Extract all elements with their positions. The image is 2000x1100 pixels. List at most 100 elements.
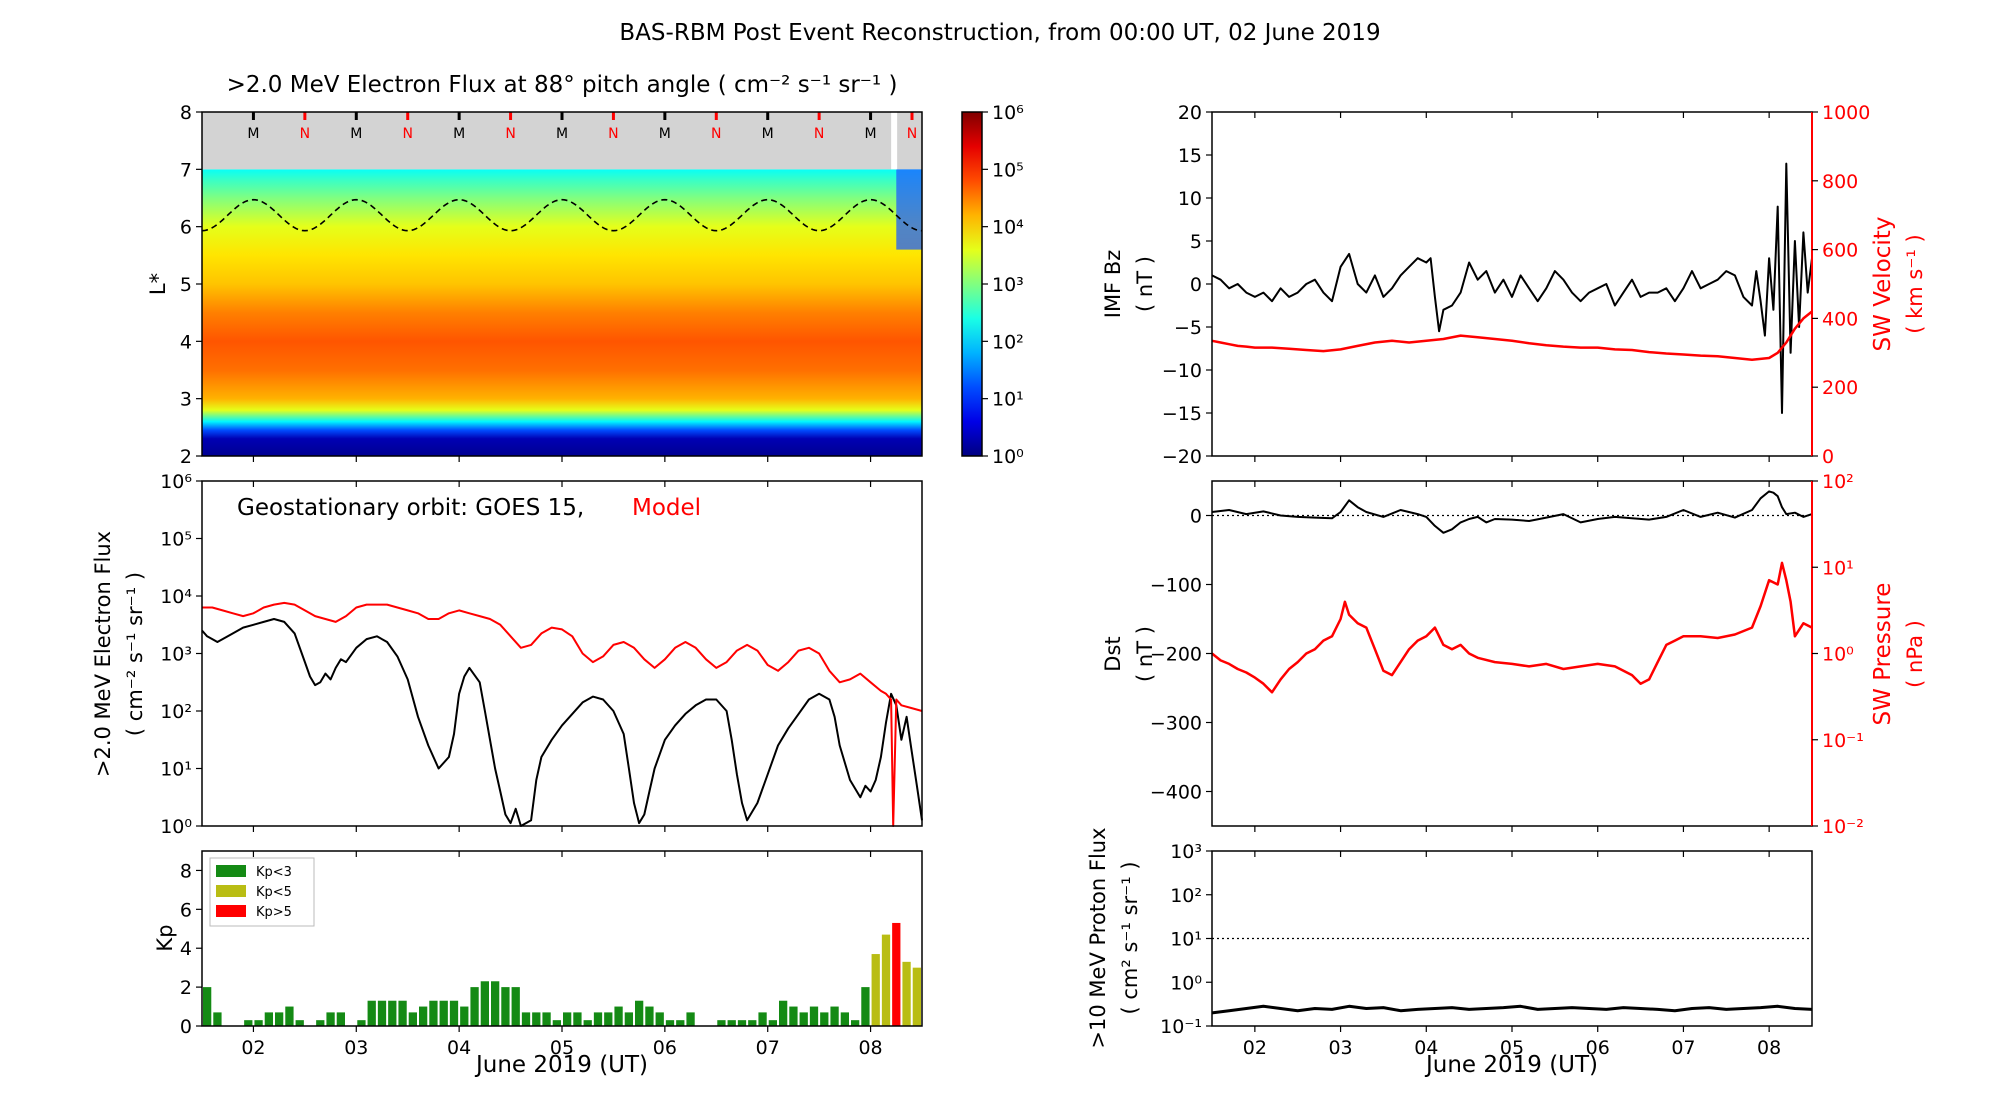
- kp-bar: [213, 1012, 222, 1026]
- kp-bar: [573, 1012, 582, 1026]
- dst-ytick-label: 0: [1190, 506, 1202, 528]
- dst-ylabel-units: ( nT ): [1133, 626, 1157, 682]
- dst-ytick-label: −300: [1150, 713, 1202, 735]
- sw-velocity-ytick-label: 0: [1822, 446, 1834, 468]
- flux-map-ytick-label: 6: [180, 217, 192, 239]
- kp-bar: [583, 1020, 592, 1026]
- kp-ytick-label: 8: [180, 860, 192, 882]
- dst-line: [1211, 490, 1813, 534]
- goes-annotation: Geostationary orbit: GOES 15,: [237, 495, 584, 521]
- proton-flux-xtick-label: 04: [1414, 1037, 1438, 1059]
- kp-bar: [264, 1012, 273, 1026]
- flux-map-panel: >2.0 MeV Electron Flux at 88° pitch angl…: [146, 72, 1024, 468]
- kp-xtick-label: 04: [447, 1037, 471, 1059]
- sw-velocity-ytick-label: 800: [1822, 171, 1858, 193]
- flux-map-ytick-label: 8: [180, 102, 192, 124]
- goes-flux-ytick-label: 10⁰: [160, 816, 192, 838]
- proton-flux-line: [1211, 1004, 1813, 1015]
- kp-bar: [871, 954, 880, 1026]
- kp-ytick-label: 2: [180, 977, 192, 999]
- mlt-marker-label: N: [608, 126, 618, 142]
- dst-ytick-label: −100: [1150, 575, 1202, 597]
- goes-flux-frame: [201, 480, 923, 827]
- mlt-marker-label: M: [350, 126, 362, 142]
- kp-legend-label: Kp<3: [256, 865, 292, 880]
- kp-bar: [665, 1020, 675, 1026]
- flux-map-heatmap: [202, 169, 922, 457]
- goes-flux-ytick-label: 10⁴: [160, 586, 192, 608]
- kp-bar: [511, 987, 520, 1026]
- kp-bar: [563, 1012, 572, 1026]
- kp-bar: [203, 987, 212, 1026]
- kp-bar: [419, 1006, 428, 1026]
- kp-bar: [779, 1000, 788, 1026]
- dashed-boundary-line: [201, 198, 923, 232]
- model-line: [202, 601, 923, 827]
- kp-xtick-label: 07: [756, 1037, 780, 1059]
- kp-bar: [316, 1020, 325, 1026]
- imf-bz-ytick-label: 5: [1190, 231, 1202, 253]
- sw-velocity-ytick-label: 400: [1822, 308, 1858, 330]
- sw-velocity-ylabel: SW Velocity: [1870, 217, 1896, 352]
- goes-observed-line: [201, 618, 923, 827]
- imf-bz-line: [1211, 162, 1813, 414]
- goes-flux-ytick-label: 10¹: [160, 759, 192, 781]
- kp-bar: [254, 1020, 263, 1026]
- dst-ytick-label: −400: [1150, 782, 1202, 804]
- kp-bar: [367, 1000, 376, 1026]
- sw-pressure-ytick-label: 10²: [1822, 471, 1854, 493]
- imf-sw-frame: [1211, 111, 1813, 457]
- mlt-marker-label: N: [505, 126, 515, 142]
- proton-flux-xtick-label: 05: [1500, 1037, 1524, 1059]
- mlt-marker-label: M: [247, 126, 259, 142]
- kp-bar: [388, 1000, 397, 1026]
- kp-xtick-label: 03: [344, 1037, 368, 1059]
- proton-flux-ytick-label: 10³: [1170, 841, 1202, 863]
- kp-bar: [768, 1020, 777, 1026]
- proton-flux-ytick-label: 10²: [1170, 885, 1202, 907]
- mlt-marker-label: N: [300, 126, 310, 142]
- colorbar-tick-label: 10¹: [992, 389, 1024, 411]
- colorbar-tick-label: 10⁴: [992, 217, 1024, 239]
- sw-velocity-ytick-label: 1000: [1822, 102, 1870, 124]
- kp-bar: [275, 1012, 284, 1026]
- kp-bar: [491, 981, 500, 1026]
- sw-pressure-ylabel-units: ( nPa ): [1903, 620, 1927, 688]
- proton-flux-xtick-label: 03: [1328, 1037, 1352, 1059]
- kp-bar: [336, 1012, 345, 1026]
- kp-bar: [789, 1006, 798, 1026]
- sw-velocity-line: [1211, 310, 1813, 361]
- kp-bar: [717, 1020, 726, 1026]
- kp-bar: [593, 1012, 603, 1026]
- kp-bar: [398, 1000, 407, 1026]
- goes-flux-ylabel-units: ( cm⁻² s⁻¹ sr⁻¹ ): [123, 572, 147, 736]
- figure-title: BAS-RBM Post Event Reconstruction, from …: [619, 20, 1380, 46]
- goes-flux-ylabel: >2.0 MeV Electron Flux: [91, 531, 115, 777]
- kp-bar: [902, 961, 911, 1026]
- kp-ylabel: Kp: [153, 924, 177, 951]
- imf-bz-ytick-label: −5: [1174, 317, 1202, 339]
- colorbar-tick-label: 10²: [992, 331, 1024, 353]
- proton-flux-panel: 10⁻¹ 10⁰ 10¹ 10² 10³ 02 03 04 05 06 07 08 June 2019 …: [1086, 827, 1813, 1078]
- proton-flux-xtick-label: 08: [1757, 1037, 1781, 1059]
- sw-pressure-ytick-label: 10⁻¹: [1822, 730, 1864, 752]
- proton-flux-xlabel: June 2019 (UT): [1424, 1052, 1598, 1078]
- kp-bar: [686, 1012, 695, 1026]
- kp-bar: [881, 934, 891, 1026]
- mlt-marker-label: M: [556, 126, 568, 142]
- kp-bar: [912, 967, 921, 1026]
- kp-ytick-label: 6: [180, 899, 192, 921]
- goes-flux-ytick-label: 10⁶: [160, 471, 192, 493]
- kp-bar: [480, 981, 489, 1026]
- sw-velocity-ytick-label: 600: [1822, 240, 1858, 262]
- flux-map-ylabel: L*: [146, 273, 170, 295]
- goes-flux-ytick-label: 10³: [160, 644, 192, 666]
- colorbar-tick-label: 10⁶: [992, 102, 1024, 124]
- kp-bar: [501, 987, 510, 1026]
- mlt-marker-label: N: [402, 126, 412, 142]
- kp-bar: [655, 1012, 664, 1026]
- kp-bar: [892, 922, 901, 1026]
- imf-bz-ytick-label: 20: [1178, 102, 1202, 124]
